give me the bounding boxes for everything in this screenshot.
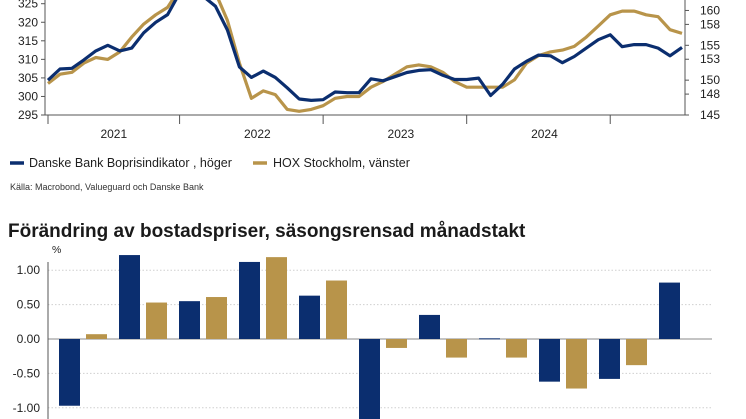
line-chart-left-tick-labels: 295 300 305 310 315 320 325 [18, 0, 45, 122]
series-line-danske [46, 0, 683, 102]
bar-danske [239, 261, 260, 339]
left-tick-label: 300 [18, 89, 38, 103]
bar-danske [659, 282, 680, 339]
bar-danske [479, 338, 500, 340]
bar-hox [386, 339, 407, 348]
bar-hox [146, 302, 167, 339]
bar-chart-title: Förändring av bostadspriser, säsongsrens… [8, 221, 526, 242]
right-tick-label: 150 [700, 73, 720, 87]
line-chart-x-tick-labels: 2021 2022 2023 2024 [100, 127, 558, 141]
bar-danske [599, 339, 620, 379]
right-tick-label: 145 [700, 108, 720, 122]
legend: Danske Bank Boprisindikator , höger HOX … [10, 156, 410, 170]
bar-hox [86, 334, 107, 339]
bar-tick-label: 0.50 [17, 298, 41, 312]
bar-danske [539, 339, 560, 382]
x-tick-label: 2021 [100, 127, 127, 141]
bar-hox [506, 339, 527, 358]
right-tick-label: 158 [700, 17, 720, 31]
bar-danske [299, 295, 320, 339]
series-line-hox [47, 0, 683, 113]
bar-chart-bars [59, 255, 680, 419]
source-note: Källa: Macrobond, Valueguard och Danske … [10, 182, 204, 192]
bar-hox [446, 339, 467, 358]
bar-danske [359, 339, 380, 419]
bar-chart-unit-label: % [52, 244, 61, 256]
line-chart-x-tick-marks [47, 115, 611, 124]
bar-danske [59, 339, 80, 406]
x-tick-label: 2024 [531, 127, 558, 141]
bar-hox [566, 339, 587, 389]
bar-tick-label: -1.00 [13, 401, 41, 415]
line-chart-series [46, 0, 683, 113]
bar-danske [179, 301, 200, 339]
bar-chart: 1.00 0.50 0.00 -0.50 -1.00 [13, 255, 712, 419]
left-tick-label: 325 [18, 0, 38, 11]
right-tick-label: 155 [700, 38, 720, 52]
bar-tick-label: -0.50 [13, 366, 41, 380]
right-tick-label: 153 [700, 52, 720, 66]
right-tick-label: 148 [700, 87, 720, 101]
left-tick-label: 315 [18, 34, 38, 48]
bar-danske [119, 255, 140, 339]
right-tick-label: 160 [700, 3, 720, 17]
bar-hox [266, 257, 287, 339]
left-tick-label: 305 [18, 71, 38, 85]
bar-danske [419, 314, 440, 339]
left-tick-label: 310 [18, 52, 38, 66]
bar-hox [326, 280, 347, 339]
left-tick-label: 320 [18, 15, 38, 29]
x-tick-label: 2022 [244, 127, 271, 141]
bar-chart-y-tick-labels: 1.00 0.50 0.00 -0.50 -1.00 [13, 263, 41, 415]
bar-tick-label: 0.00 [17, 332, 41, 346]
x-tick-label: 2023 [388, 127, 415, 141]
left-tick-label: 295 [18, 108, 38, 122]
legend-label-danske: Danske Bank Boprisindikator , höger [29, 156, 232, 170]
bar-hox [206, 297, 227, 339]
legend-label-hox: HOX Stockholm, vänster [273, 156, 410, 170]
bar-tick-label: 1.00 [17, 263, 41, 277]
bar-hox [626, 339, 647, 366]
